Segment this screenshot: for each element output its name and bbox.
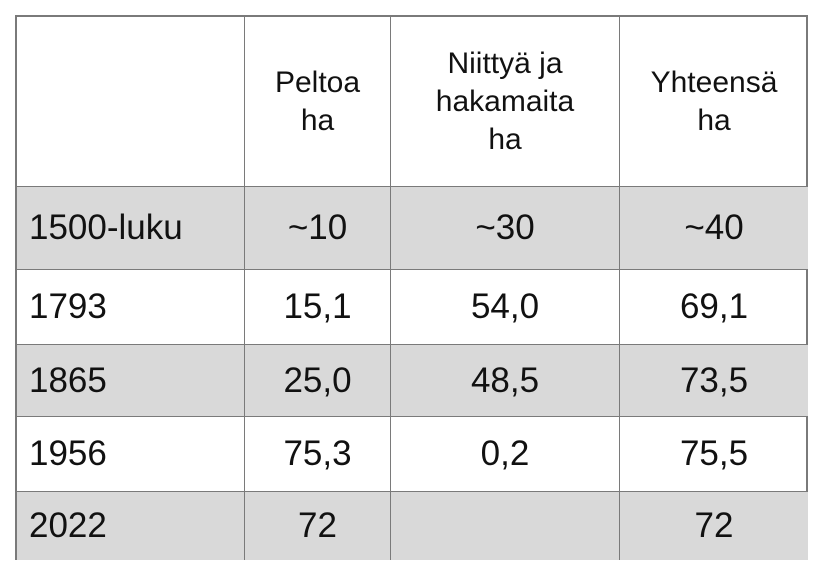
table-cell: 25,0 xyxy=(245,345,391,417)
table-cell: 73,5 xyxy=(620,345,808,417)
table-cell: ~10 xyxy=(245,187,391,270)
table-cell: 1500-luku xyxy=(17,187,245,270)
header-text: Yhteensä xyxy=(650,65,778,99)
table-cell: 1865 xyxy=(17,345,245,417)
table-cell: 15,1 xyxy=(245,270,391,345)
header-cell: Peltoa ha xyxy=(245,17,391,187)
table-cell: 48,5 xyxy=(391,345,620,417)
header-cell xyxy=(17,17,245,187)
table-cell: 1793 xyxy=(17,270,245,345)
table-cell: 75,3 xyxy=(245,417,391,492)
header-cell: Yhteensä ha xyxy=(620,17,808,187)
table-cell: ~40 xyxy=(620,187,808,270)
table-cell: 0,2 xyxy=(391,417,620,492)
table-cell: 54,0 xyxy=(391,270,620,345)
table-cell: 1956 xyxy=(17,417,245,492)
header-text: Niittyä ja xyxy=(447,46,563,80)
header-text: hakamaita xyxy=(435,84,575,118)
table-cell xyxy=(391,492,620,560)
table-cell: ~30 xyxy=(391,187,620,270)
table-cell: 2022 xyxy=(17,492,245,560)
header-text: Peltoa xyxy=(274,65,361,99)
table-cell: 72 xyxy=(245,492,391,560)
table-cell: 69,1 xyxy=(620,270,808,345)
table-cell: 72 xyxy=(620,492,808,560)
table-cell: 75,5 xyxy=(620,417,808,492)
table: Peltoa ha Niittyä ja hakamaita ha Yhteensä ha 1… xyxy=(15,15,808,560)
header-text: ha xyxy=(488,122,522,156)
header-text: ha xyxy=(697,103,731,137)
header-text: ha xyxy=(300,103,335,137)
header-cell: Niittyä ja hakamaita ha xyxy=(391,17,620,187)
